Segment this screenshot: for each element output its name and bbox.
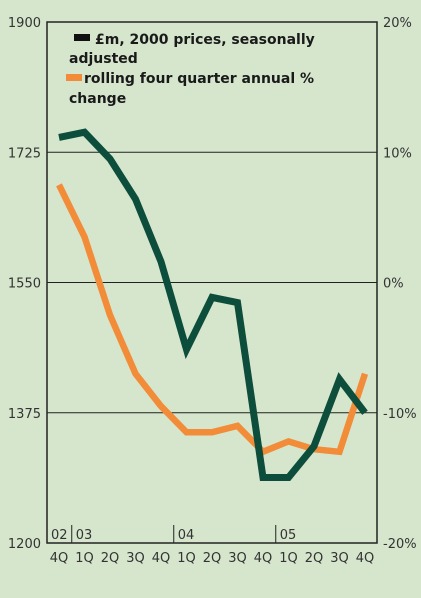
- year-label: 03: [76, 528, 93, 543]
- quarter-label: 1Q: [177, 551, 196, 566]
- legend-label-annual-change: rolling four quarter annual %: [84, 71, 314, 87]
- quarter-label: 2Q: [101, 551, 120, 566]
- right-tick-label: -10%: [383, 407, 417, 422]
- legend: £m, 2000 prices, seasonally adjusted rolli…: [66, 32, 315, 107]
- left-tick-label: 1375: [8, 407, 41, 422]
- right-tick-label: -20%: [383, 537, 417, 552]
- quarter-label: 4Q: [152, 551, 171, 566]
- quarter-label: 1Q: [279, 551, 298, 566]
- quarter-label: 3Q: [330, 551, 349, 566]
- left-axis-ticks: 1900 1725 1550 1375 1200: [8, 16, 41, 552]
- legend-label-annual-change-cont: change: [69, 91, 126, 107]
- quarter-label: 1Q: [75, 551, 94, 566]
- left-tick-label: 1725: [8, 146, 41, 161]
- legend-swatch-prices: [74, 34, 90, 41]
- quarter-label: 3Q: [228, 551, 247, 566]
- legend-label-prices: £m, 2000 prices, seasonally: [95, 32, 315, 48]
- quarter-label: 2Q: [305, 551, 324, 566]
- right-tick-label: 10%: [383, 146, 412, 161]
- year-label: 05: [280, 528, 297, 543]
- series-lines: [56, 128, 369, 481]
- quarter-label: 2Q: [203, 551, 222, 566]
- year-label: 02: [51, 528, 68, 543]
- quarter-label: 4Q: [254, 551, 273, 566]
- left-tick-label: 1900: [8, 16, 41, 31]
- quarter-label: 4Q: [356, 551, 375, 566]
- quarter-label: 4Q: [50, 551, 69, 566]
- right-tick-label: 0%: [383, 277, 404, 292]
- quarter-label: 3Q: [126, 551, 145, 566]
- year-label: 04: [178, 528, 195, 543]
- x-axis: 02 03 04 05 4Q 1Q 2Q 3Q 4Q 1Q 2Q 3Q 4Q 1Q 2Q 3Q 4Q: [50, 525, 375, 566]
- legend-label-prices-cont: adjusted: [69, 51, 138, 67]
- plot-frame: [46, 21, 378, 544]
- legend-swatch-annual-change: [66, 74, 82, 81]
- right-axis-ticks: 20% 10% 0% -10% -20%: [383, 16, 417, 552]
- series-line-annual-change: [56, 183, 369, 456]
- series-line-prices: [58, 128, 368, 481]
- left-tick-label: 1200: [8, 537, 41, 552]
- right-tick-label: 20%: [383, 16, 412, 31]
- left-tick-label: 1550: [8, 277, 41, 292]
